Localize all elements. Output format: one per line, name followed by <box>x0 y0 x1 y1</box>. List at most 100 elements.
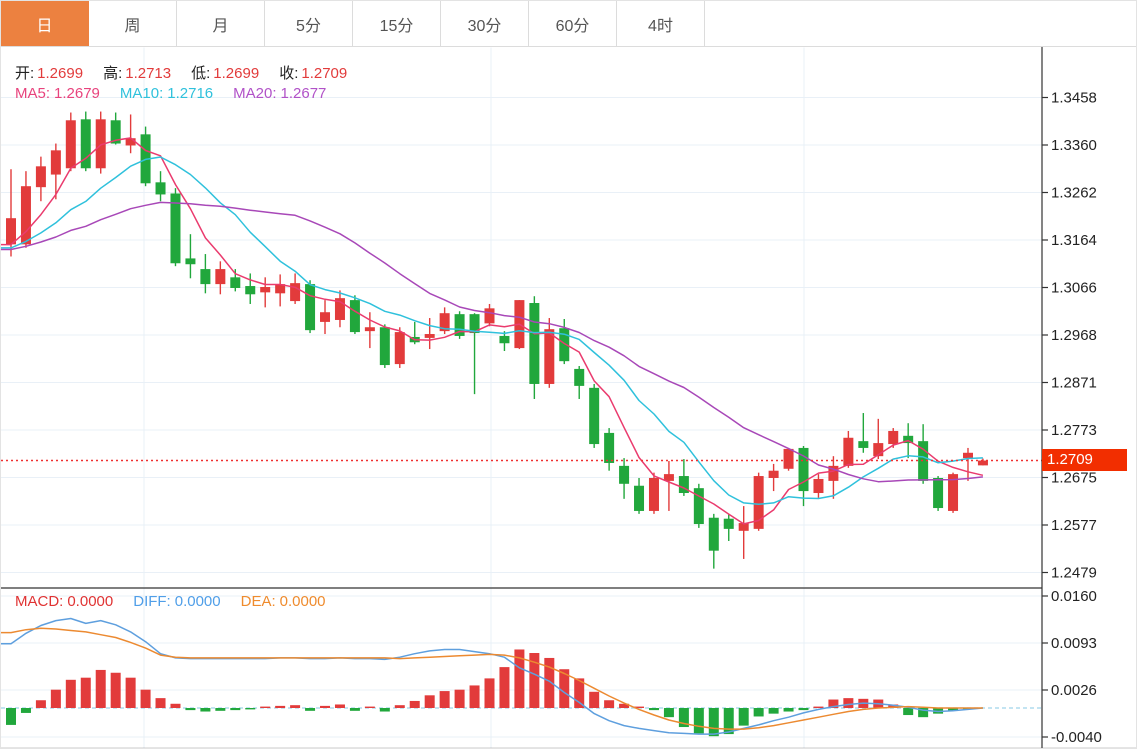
macd-bar <box>948 708 959 711</box>
candle-body <box>798 447 809 492</box>
candle-body <box>768 470 779 478</box>
open-label: 开: <box>15 65 35 82</box>
dea-line <box>1 627 983 730</box>
macd-value-readout: MACD: 0.0000 <box>15 593 113 610</box>
close-value: 1.2709 <box>301 65 348 82</box>
macd-bar <box>738 708 749 726</box>
price-axis-label: 1.2479 <box>1051 565 1097 582</box>
candle-body <box>394 332 405 365</box>
macd-bar <box>379 708 390 712</box>
macd-bar <box>843 698 854 708</box>
candle-body <box>95 119 106 169</box>
open-value: 1.2699 <box>37 65 84 82</box>
macd-bar <box>544 657 555 708</box>
macd-bar <box>364 706 375 708</box>
macd-bar <box>95 669 106 708</box>
macd-bar <box>918 708 929 718</box>
macd-readout: MACD: 0.0000 DIFF: 0.0000 DEA: 0.0000 <box>15 593 346 610</box>
price-axis-label: 1.2577 <box>1051 517 1097 534</box>
macd-bar <box>798 708 809 711</box>
candle-body <box>948 474 959 511</box>
tab-timeframe-7[interactable]: 4时 <box>617 1 705 46</box>
candle-body <box>873 443 884 457</box>
tab-timeframe-3[interactable]: 5分 <box>265 1 353 46</box>
tab-timeframe-4[interactable]: 15分 <box>353 1 441 46</box>
macd-bar <box>65 679 76 708</box>
price-axis-label: 1.3164 <box>1051 232 1097 249</box>
candle-body <box>80 119 91 169</box>
candle-body <box>484 308 495 324</box>
tab-timeframe-0[interactable]: 日 <box>1 1 89 46</box>
candle-body <box>364 327 375 332</box>
macd-bar <box>514 649 525 708</box>
candle-body <box>918 441 929 481</box>
macd-bar <box>604 700 615 708</box>
candle-body <box>604 432 615 463</box>
tab-timeframe-6[interactable]: 60分 <box>529 1 617 46</box>
candle-body <box>708 517 719 551</box>
price-axis-label: 1.3360 <box>1051 137 1097 154</box>
high-readout: 高: 1.2713 <box>103 62 171 83</box>
candle-body <box>20 186 31 245</box>
macd-bar <box>110 672 121 708</box>
price-axis-label: 1.2871 <box>1051 375 1097 392</box>
low-readout: 低: 1.2699 <box>191 62 259 83</box>
macd-bar <box>903 708 914 716</box>
candle-body <box>230 277 241 288</box>
candle-body <box>888 430 899 445</box>
macd-bar <box>663 708 674 718</box>
macd-bar <box>828 699 839 708</box>
candle-body <box>783 448 794 469</box>
macd-bar <box>469 685 480 708</box>
macd-bar <box>753 708 764 717</box>
macd-bar <box>334 704 345 708</box>
tab-timeframe-5[interactable]: 30分 <box>441 1 529 46</box>
macd-bar <box>260 706 271 708</box>
candle-body <box>260 287 271 293</box>
macd-axis-label: 0.0093 <box>1051 635 1097 652</box>
price-axis-label: 1.2968 <box>1051 327 1097 344</box>
candle-body <box>454 314 465 336</box>
diff-value: 0.0000 <box>174 593 221 610</box>
macd-bar <box>768 708 779 714</box>
macd-bar <box>290 705 301 708</box>
macd-bar <box>693 708 704 734</box>
price-axis-label: 1.3066 <box>1051 280 1097 297</box>
ohlc-readout: 开: 1.2699 高: 1.2713 低: 1.2699 收: 1.2709 <box>15 62 367 83</box>
ma5-label: MA5: <box>15 85 51 102</box>
candle-body <box>65 120 76 169</box>
macd-bar <box>215 708 226 711</box>
close-label: 收: <box>279 65 299 82</box>
macd-axis-label: 0.0026 <box>1051 682 1097 699</box>
macd-bar <box>454 689 465 708</box>
macd-bar <box>185 708 196 711</box>
dea-value: 0.0000 <box>279 593 326 610</box>
macd-bar <box>439 691 450 708</box>
ma-readout: MA5: 1.2679 MA10: 1.2716 MA20: 1.2677 <box>15 85 346 102</box>
candle-body <box>200 269 211 285</box>
macd-bar <box>619 703 630 708</box>
macd-bar <box>574 678 585 708</box>
candle-body <box>962 452 973 459</box>
timeframe-tabbar: 日周月 5分 15分 30分 60分 4时 <box>1 1 1136 47</box>
candle-body <box>349 300 360 333</box>
diff-readout: DIFF: 0.0000 <box>133 593 220 610</box>
macd-bar <box>589 691 600 708</box>
price-axis-label: 1.3458 <box>1051 90 1097 107</box>
candle-body <box>424 334 435 338</box>
macd-bar <box>394 705 405 708</box>
macd-bar <box>634 706 645 708</box>
tab-timeframe-1[interactable]: 周 <box>89 1 177 46</box>
price-axis-label: 1.2675 <box>1051 470 1097 487</box>
macd-bar <box>529 653 540 708</box>
ma10-value: 1.2716 <box>167 85 214 102</box>
candle-body <box>185 258 196 265</box>
candle-body <box>977 460 988 466</box>
low-label: 低: <box>191 65 211 82</box>
candle-body <box>215 269 226 285</box>
macd-bar <box>305 708 316 711</box>
macd-bar <box>723 708 734 735</box>
candle-body <box>320 312 331 322</box>
tab-timeframe-2[interactable]: 月 <box>177 1 265 46</box>
